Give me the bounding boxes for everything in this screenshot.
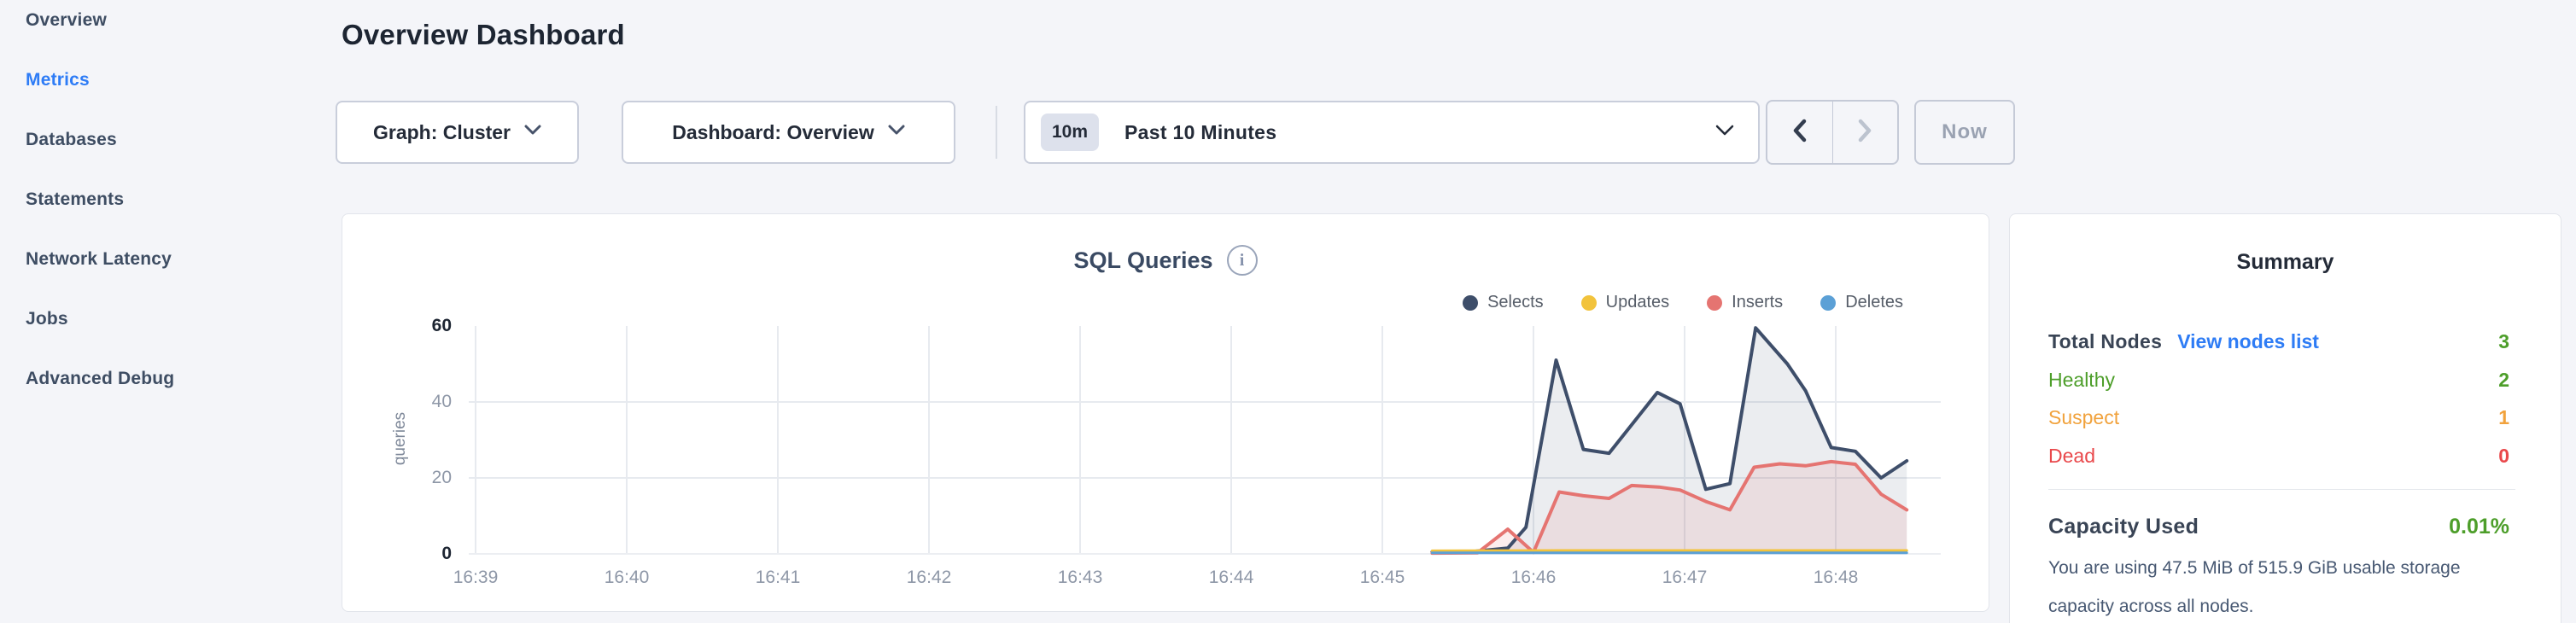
y-tick-40: 40 <box>431 392 452 411</box>
suspect-nodes-row: Suspect 1 <box>2048 406 2509 429</box>
x-tick: 16:46 <box>1510 568 1557 587</box>
chevron-down-icon <box>511 125 541 140</box>
x-tick: 16:47 <box>1662 568 1708 587</box>
x-tick: 16:48 <box>1813 568 1859 587</box>
dead-nodes-row: Dead 0 <box>2048 445 2509 468</box>
x-tick: 16:39 <box>453 568 499 587</box>
chevron-down-icon <box>874 125 905 140</box>
legend-item-selects[interactable]: Selects <box>1463 293 1544 312</box>
summary-panel: Summary Total Nodes View nodes list 3 He… <box>2009 213 2561 623</box>
capacity-used-row: Capacity Used 0.01% <box>2048 515 2509 539</box>
legend-label: Inserts <box>1732 293 1784 312</box>
dead-value: 0 <box>2498 445 2509 467</box>
suspect-label: Suspect <box>2048 406 2120 428</box>
time-range-selector[interactable]: 10m Past 10 Minutes <box>1024 101 1760 164</box>
healthy-label: Healthy <box>2048 369 2115 391</box>
capacity-used-value: 0.01% <box>2449 515 2509 539</box>
summary-divider <box>2048 489 2515 490</box>
controls-divider <box>996 106 997 159</box>
legend-label: Updates <box>1605 293 1670 312</box>
chart-legend: Selects Updates Inserts Deletes <box>1463 293 1903 312</box>
total-nodes-value: 3 <box>2498 330 2509 352</box>
x-tick: 16:40 <box>604 568 650 587</box>
total-nodes-label: Total Nodes <box>2048 330 2163 352</box>
sidebar: Overview Metrics Databases Statements Ne… <box>0 0 333 623</box>
sidebar-item-databases[interactable]: Databases <box>26 130 117 149</box>
deletes-dot-icon <box>1820 294 1837 311</box>
legend-item-inserts[interactable]: Inserts <box>1707 293 1783 312</box>
y-tick-60: 60 <box>431 316 452 335</box>
sidebar-item-network-latency[interactable]: Network Latency <box>26 249 172 269</box>
x-tick: 16:41 <box>755 568 801 587</box>
capacity-used-label: Capacity Used <box>2048 515 2199 539</box>
info-icon[interactable]: i <box>1226 245 1258 276</box>
sql-queries-card: SQL Queries i Selects Updates Inserts De… <box>342 213 1989 612</box>
next-time-button[interactable] <box>1833 102 1898 163</box>
y-tick-0: 0 <box>441 544 452 563</box>
y-tick-20: 20 <box>431 468 452 487</box>
healthy-value: 2 <box>2498 369 2509 391</box>
page-title: Overview Dashboard <box>342 19 625 50</box>
sql-queries-plot <box>469 326 1941 556</box>
chevron-right-icon <box>1855 118 1874 148</box>
graph-scope-dropdown[interactable]: Graph: Cluster <box>336 101 579 164</box>
legend-item-deletes[interactable]: Deletes <box>1820 293 1903 312</box>
selects-dot-icon <box>1463 294 1479 311</box>
suspect-value: 1 <box>2498 406 2509 428</box>
chart-title: SQL Queries <box>1073 247 1213 273</box>
chevron-down-icon <box>1715 125 1734 141</box>
chevron-left-icon <box>1790 118 1809 148</box>
summary-title: Summary <box>2236 250 2334 274</box>
time-range-badge: 10m <box>1041 114 1100 151</box>
graph-scope-label: Graph: Cluster <box>372 120 511 143</box>
sidebar-item-overview[interactable]: Overview <box>26 10 107 30</box>
x-tick: 16:43 <box>1057 568 1103 587</box>
healthy-nodes-row: Healthy 2 <box>2048 369 2509 392</box>
sidebar-item-advanced-debug[interactable]: Advanced Debug <box>26 369 175 388</box>
sidebar-item-jobs[interactable]: Jobs <box>26 309 68 329</box>
legend-label: Deletes <box>1845 293 1903 312</box>
dashboard-label: Dashboard: Overview <box>672 120 874 143</box>
capacity-description: You are using 47.5 MiB of 515.9 GiB usab… <box>2048 558 2461 616</box>
x-tick: 16:44 <box>1208 568 1254 587</box>
dashboard-dropdown[interactable]: Dashboard: Overview <box>622 101 955 164</box>
dead-label: Dead <box>2048 445 2095 467</box>
previous-time-button[interactable] <box>1767 102 1833 163</box>
time-range-label: Past 10 Minutes <box>1124 120 1277 143</box>
legend-label: Selects <box>1487 293 1544 312</box>
x-tick: 16:42 <box>906 568 952 587</box>
time-step-buttons <box>1766 100 1899 165</box>
updates-dot-icon <box>1580 294 1597 311</box>
sidebar-item-metrics[interactable]: Metrics <box>26 70 90 90</box>
total-nodes-row: Total Nodes View nodes list 3 <box>2048 330 2509 353</box>
legend-item-updates[interactable]: Updates <box>1580 293 1670 312</box>
now-button[interactable]: Now <box>1914 100 2015 165</box>
inserts-dot-icon <box>1707 294 1723 311</box>
x-tick: 16:45 <box>1359 568 1405 587</box>
sidebar-item-statements[interactable]: Statements <box>26 189 125 209</box>
view-nodes-list-link[interactable]: View nodes list <box>2177 330 2319 352</box>
